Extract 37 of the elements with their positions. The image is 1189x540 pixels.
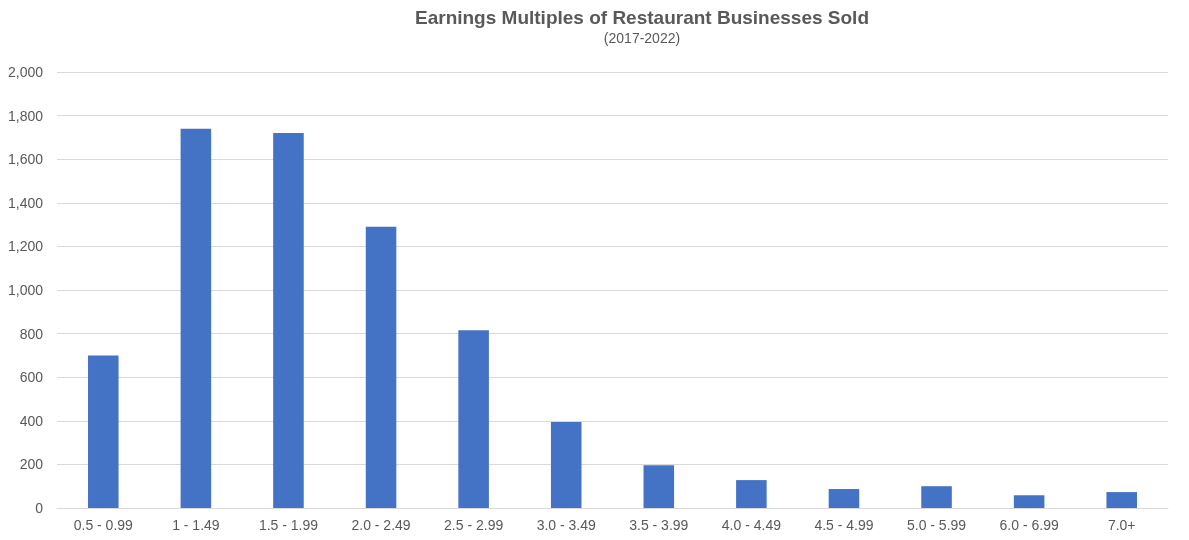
y-tick-label: 1,800	[7, 107, 44, 124]
bar	[828, 489, 860, 508]
y-tick-label: 800	[19, 325, 44, 342]
x-tick-label: 0.5 - 0.99	[73, 517, 134, 533]
x-tick-label: 1 - 1.49	[172, 517, 220, 533]
y-tick-label: 1,400	[7, 194, 44, 211]
x-tick-label: 5.0 - 5.99	[906, 517, 967, 533]
bar	[88, 355, 119, 508]
bar	[458, 330, 489, 508]
bar	[273, 133, 304, 508]
bar	[921, 486, 952, 508]
x-tick-label: 1.5 - 1.99	[258, 517, 319, 533]
y-tick-label: 0	[35, 500, 44, 516]
y-tick-label: 200	[19, 456, 44, 473]
bar	[1106, 492, 1137, 508]
bar	[550, 421, 582, 508]
y-tick-label: 1,200	[7, 238, 44, 255]
bar	[736, 480, 767, 508]
x-tick-label: 3.0 - 3.49	[536, 517, 596, 533]
x-tick-label: 3.5 - 3.99	[629, 517, 689, 533]
x-tick-label: 2.5 - 2.99	[444, 517, 504, 533]
y-tick-label: 1,000	[7, 282, 44, 298]
bar	[643, 465, 675, 508]
x-tick-label: 7.0+	[1107, 517, 1136, 533]
chart-subtitle: (2017-2022)	[603, 30, 681, 46]
x-tick-label: 6.0 - 6.99	[999, 517, 1059, 533]
bar	[1013, 495, 1045, 508]
y-tick-label: 600	[19, 369, 44, 386]
bar	[180, 128, 212, 508]
bar	[365, 226, 397, 508]
y-tick-label: 2,000	[7, 64, 44, 80]
y-tick-label: 400	[19, 412, 44, 429]
x-tick-label: 4.5 - 4.99	[814, 517, 874, 533]
y-tick-label: 1,600	[7, 151, 44, 168]
x-tick-label: 4.0 - 4.49	[721, 517, 782, 533]
x-tick-label: 2.0 - 2.49	[351, 517, 411, 533]
chart-title: Earnings Multiples of Restaurant Businesses Sold	[415, 7, 869, 28]
